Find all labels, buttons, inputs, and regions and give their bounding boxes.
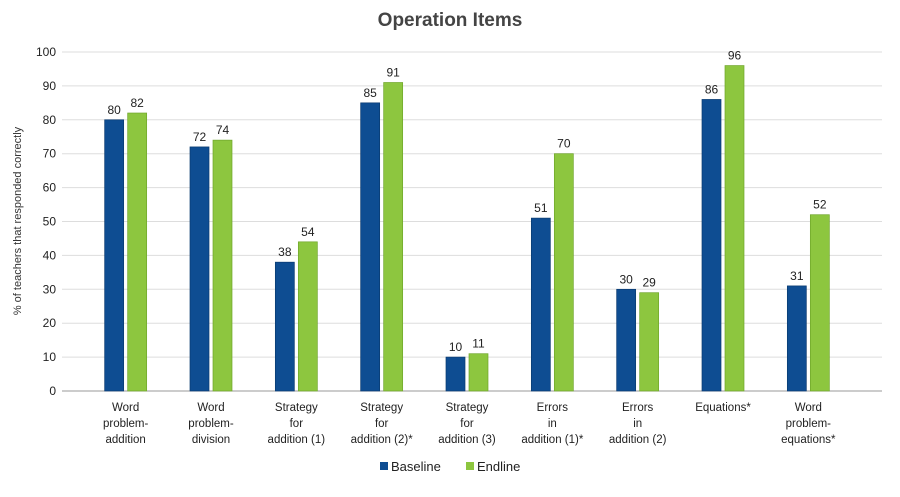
data-label: 72 [193,130,207,144]
x-tick-label: in [548,418,557,430]
bar-baseline [701,99,722,392]
x-tick-label: problem- [103,418,149,430]
y-tick-label: 10 [43,350,57,364]
x-tick-label: Word [112,402,139,414]
bar-baseline [274,261,295,392]
data-label: 11 [472,337,485,351]
y-tick-label: 40 [43,248,57,262]
data-label: 29 [642,276,656,290]
x-tick-label: addition (1) [268,434,326,446]
data-label: 82 [130,96,144,110]
data-label: 54 [301,225,315,239]
x-tick-label: for [290,418,304,430]
y-tick-label: 0 [49,384,56,398]
bar-baseline [104,119,125,392]
x-tick-label: Errors [537,402,569,414]
data-label: 31 [790,269,804,283]
x-tick-label: Word [197,402,224,414]
x-tick-label: addition (3) [438,434,496,446]
x-tick-label: Strategy [446,402,489,414]
bar-baseline [360,102,381,392]
legend-swatch [466,462,474,470]
legend-label: Endline [477,459,520,474]
x-tick-label: equations* [781,434,836,446]
bar-endline [553,153,574,392]
x-tick-label: Equations* [695,402,751,414]
bar-endline [212,139,233,392]
y-tick-label: 20 [43,316,57,330]
x-tick-label: problem- [188,418,234,430]
data-label: 80 [107,103,121,117]
data-label: 10 [449,340,463,354]
bar-baseline [616,288,637,392]
data-label: 38 [278,245,292,259]
bar-endline [127,112,148,392]
data-label: 74 [216,123,230,137]
chart-title: Operation Items [378,10,523,31]
bar-endline [383,82,404,392]
x-tick-label: Strategy [360,402,403,414]
bar-endline [724,65,745,392]
bar-baseline [445,356,466,392]
bar-baseline [786,285,807,392]
x-tick-label: for [460,418,474,430]
y-tick-label: 90 [43,79,57,93]
data-label: 30 [619,272,633,286]
x-tick-label: in [633,418,642,430]
x-tick-label: addition (2)* [351,434,414,446]
x-tick-label: addition (1)* [521,434,584,446]
x-tick-label: addition [106,434,146,446]
y-tick-label: 50 [43,215,57,229]
y-tick-label: 60 [43,181,57,195]
x-tick-label: Word [795,402,822,414]
data-label: 86 [705,82,719,96]
x-tick-label: Strategy [275,402,318,414]
y-axis-label: % of teachers that responded correctly [12,126,24,315]
data-label: 96 [728,49,742,63]
bar-endline [468,353,489,392]
data-label: 85 [363,86,377,100]
x-tick-label: for [375,418,389,430]
y-tick-label: 80 [43,113,57,127]
x-tick-label: addition (2) [609,434,667,446]
data-label: 51 [534,201,548,215]
data-label: 52 [813,198,827,212]
bar-endline [809,214,830,392]
legend-label: Baseline [391,459,441,474]
data-label: 91 [386,66,400,80]
bar-baseline [189,146,210,392]
y-tick-label: 70 [43,147,57,161]
bar-endline [297,241,318,392]
x-tick-label: division [192,434,230,446]
bar-endline [639,292,660,392]
legend-swatch [380,462,388,470]
data-label: 70 [557,137,571,151]
y-tick-label: 30 [43,282,57,296]
x-tick-label: Errors [622,402,654,414]
bar-baseline [530,217,551,392]
y-tick-label: 100 [36,45,56,59]
x-tick-label: problem- [786,418,832,430]
